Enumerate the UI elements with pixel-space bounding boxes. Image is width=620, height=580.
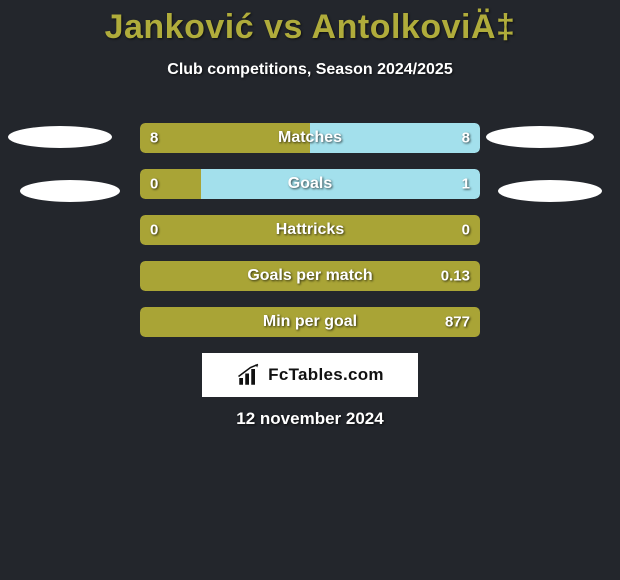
stat-row: 0.13Goals per match [140,261,480,291]
left-bar [140,169,201,199]
logo-text: FcTables.com [268,365,384,385]
decorative-ellipse [498,180,602,202]
date-label: 12 november 2024 [0,409,620,429]
decorative-ellipse [486,126,594,148]
stat-row: 877Min per goal [140,307,480,337]
left-bar [140,261,480,291]
right-bar [201,169,480,199]
stat-row: 01Goals [140,169,480,199]
decorative-ellipse [8,126,112,148]
page-title: Janković vs AntolkoviÄ‡ [0,0,620,47]
fctables-logo[interactable]: FcTables.com [202,353,418,397]
bar-chart-icon [236,363,262,387]
stat-row: 88Matches [140,123,480,153]
left-bar [140,307,480,337]
right-bar [310,123,480,153]
subtitle: Club competitions, Season 2024/2025 [0,61,620,79]
left-bar [140,123,310,153]
decorative-ellipse [20,180,120,202]
stat-row: 00Hattricks [140,215,480,245]
left-bar [140,215,480,245]
comparison-chart: 88Matches 01Goals 00Hattricks 0.13Goals per… [140,123,480,353]
